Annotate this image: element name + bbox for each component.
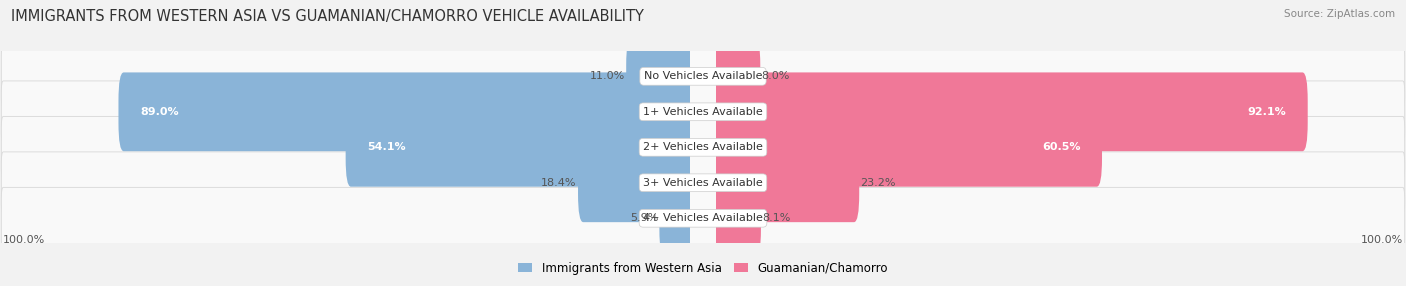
FancyBboxPatch shape xyxy=(1,116,1405,178)
FancyBboxPatch shape xyxy=(690,119,703,176)
Text: 23.2%: 23.2% xyxy=(860,178,896,188)
FancyBboxPatch shape xyxy=(703,154,716,212)
Text: 3+ Vehicles Available: 3+ Vehicles Available xyxy=(643,178,763,188)
FancyBboxPatch shape xyxy=(697,72,1308,151)
FancyBboxPatch shape xyxy=(659,179,709,258)
FancyBboxPatch shape xyxy=(1,45,1405,107)
FancyBboxPatch shape xyxy=(697,108,1102,187)
Text: No Vehicles Available: No Vehicles Available xyxy=(644,71,762,81)
FancyBboxPatch shape xyxy=(346,108,709,187)
Text: Source: ZipAtlas.com: Source: ZipAtlas.com xyxy=(1284,9,1395,19)
FancyBboxPatch shape xyxy=(690,190,703,247)
FancyBboxPatch shape xyxy=(690,47,703,105)
Text: 54.1%: 54.1% xyxy=(367,142,406,152)
Text: 5.9%: 5.9% xyxy=(630,213,658,223)
FancyBboxPatch shape xyxy=(578,143,709,222)
Text: IMMIGRANTS FROM WESTERN ASIA VS GUAMANIAN/CHAMORRO VEHICLE AVAILABILITY: IMMIGRANTS FROM WESTERN ASIA VS GUAMANIA… xyxy=(11,9,644,23)
FancyBboxPatch shape xyxy=(697,179,761,258)
Text: 89.0%: 89.0% xyxy=(141,107,179,117)
FancyBboxPatch shape xyxy=(690,154,703,212)
Text: 8.1%: 8.1% xyxy=(762,213,790,223)
Text: 92.1%: 92.1% xyxy=(1247,107,1286,117)
FancyBboxPatch shape xyxy=(1,187,1405,249)
FancyBboxPatch shape xyxy=(626,37,709,116)
Text: 11.0%: 11.0% xyxy=(589,71,624,81)
Text: 4+ Vehicles Available: 4+ Vehicles Available xyxy=(643,213,763,223)
FancyBboxPatch shape xyxy=(1,152,1405,214)
FancyBboxPatch shape xyxy=(118,72,709,151)
Text: 100.0%: 100.0% xyxy=(3,235,45,245)
FancyBboxPatch shape xyxy=(703,119,716,176)
FancyBboxPatch shape xyxy=(1,81,1405,143)
Text: 100.0%: 100.0% xyxy=(1361,235,1403,245)
Text: 18.4%: 18.4% xyxy=(541,178,576,188)
Text: 8.0%: 8.0% xyxy=(762,71,790,81)
Text: 60.5%: 60.5% xyxy=(1042,142,1081,152)
FancyBboxPatch shape xyxy=(703,190,716,247)
FancyBboxPatch shape xyxy=(703,83,716,140)
Text: 1+ Vehicles Available: 1+ Vehicles Available xyxy=(643,107,763,117)
Text: 2+ Vehicles Available: 2+ Vehicles Available xyxy=(643,142,763,152)
FancyBboxPatch shape xyxy=(697,37,761,116)
FancyBboxPatch shape xyxy=(697,143,859,222)
Legend: Immigrants from Western Asia, Guamanian/Chamorro: Immigrants from Western Asia, Guamanian/… xyxy=(513,257,893,279)
FancyBboxPatch shape xyxy=(703,47,716,105)
FancyBboxPatch shape xyxy=(690,83,703,140)
